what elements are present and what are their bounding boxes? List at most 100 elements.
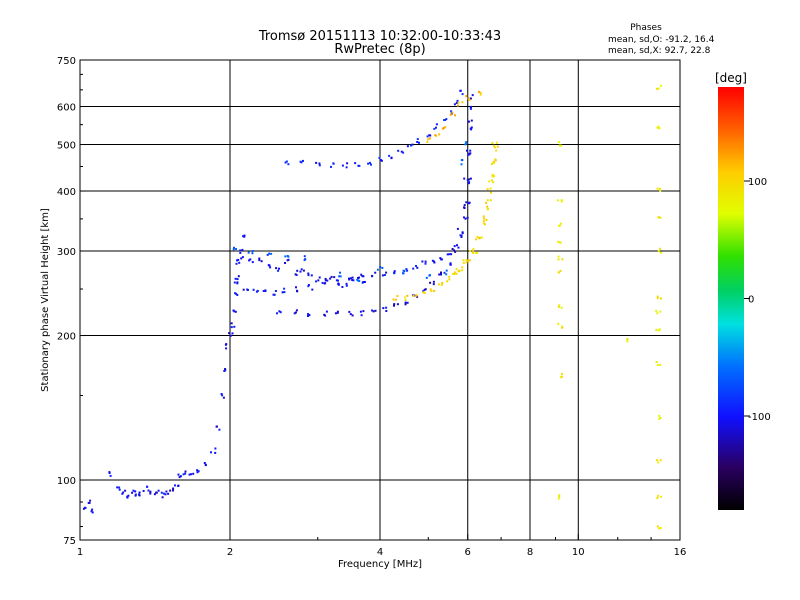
data-point [229,334,232,337]
data-point [357,279,360,282]
data-point [307,272,310,275]
data-point [446,280,449,283]
data-point [469,177,472,180]
data-point [390,157,393,160]
data-point [335,279,338,282]
data-point [470,126,473,129]
data-point [230,326,233,329]
data-point [455,268,458,271]
data-point [182,473,185,476]
data-point [223,370,226,372]
data-point [325,310,328,313]
data-point [235,262,238,265]
data-point [487,207,489,210]
data-point [561,326,564,329]
data-point [348,310,351,313]
data-point [439,257,442,260]
data-point [321,281,324,284]
data-point [559,376,562,379]
data-point [427,138,430,141]
data-point [296,269,299,272]
data-point [88,502,91,504]
data-point [348,278,351,281]
data-point [236,282,239,285]
data-point [126,496,129,499]
data-point [397,149,400,152]
data-point [232,248,235,251]
data-point [233,325,236,328]
data-point [443,119,446,121]
data-point [485,218,488,221]
data-point [449,262,452,265]
data-point [461,266,464,269]
data-point [424,262,427,265]
gridlines [80,60,680,540]
data-point [655,328,658,331]
data-point [192,472,195,475]
data-point [383,274,386,276]
data-point [284,262,286,264]
data-point [241,256,244,259]
data-point [295,286,297,289]
data-point [286,259,289,262]
data-point [433,127,436,130]
data-point [406,269,409,272]
data-point [429,134,432,137]
data-point [486,205,489,208]
data-point [127,494,130,497]
data-point [433,261,436,264]
data-point [561,375,563,378]
data-point [660,251,663,254]
data-point [354,162,357,165]
data-point [378,156,381,159]
data-point [345,166,348,169]
data-point [476,236,479,238]
data-point [402,151,405,154]
data-point [443,271,446,274]
data-point [656,525,659,528]
data-point [251,261,254,264]
data-point [469,259,471,262]
data-point [469,97,472,100]
data-point [468,99,471,102]
data-point [457,246,460,249]
data-point [426,140,429,143]
data-point [262,290,265,292]
data-point [118,488,121,491]
data-point [453,272,456,275]
data-point [495,149,498,152]
data-point [486,188,489,191]
data-point [118,486,121,489]
data-point [278,310,281,313]
data-point [242,288,245,291]
data-point [658,417,661,420]
data-point [273,293,276,296]
data-point [293,312,296,315]
data-point [448,253,451,256]
data-point [450,110,453,113]
data-point [385,306,388,309]
data-point [307,315,309,317]
data-point [315,280,317,283]
data-point [210,451,212,454]
data-point [299,270,302,273]
data-point [463,207,466,209]
data-point [371,309,374,312]
data-point [456,99,459,102]
data-point [658,527,661,530]
data-point [433,289,436,292]
y-axis-label: Stationary phase Virtual Height [km] [40,208,51,392]
data-point [429,288,432,291]
data-point [421,260,424,263]
data-point [359,310,362,313]
data-point [445,269,448,272]
y-tick-label: 100 [57,476,76,487]
data-point [268,252,271,255]
data-point [91,508,94,511]
data-point [657,329,660,332]
data-point [146,485,148,488]
data-point [428,137,431,140]
data-point [162,492,165,495]
data-point [228,332,231,335]
